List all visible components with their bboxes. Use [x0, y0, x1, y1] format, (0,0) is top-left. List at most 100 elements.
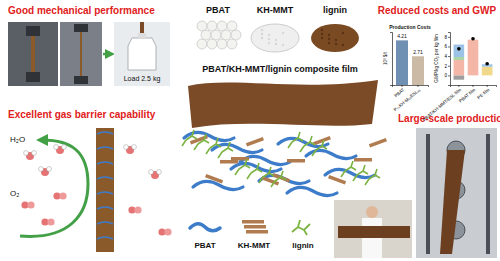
grain	[342, 44, 344, 46]
bar-segment	[454, 75, 465, 76]
h2o-hydrogen	[157, 170, 162, 175]
x-tick: P₇₀KH-M₁₅ESL₁₅	[393, 85, 422, 112]
bar-segment	[454, 45, 465, 58]
x-tick-label: PBAT film	[458, 87, 476, 104]
pellet	[217, 21, 227, 31]
pellet	[201, 30, 211, 40]
clay-plate	[246, 137, 264, 146]
materials: PBATKH-MMTligninPBAT/KH-MMT/lignin compo…	[188, 5, 378, 128]
point	[471, 37, 475, 41]
grip	[26, 72, 40, 82]
structure-legend: PBATKH-MMTlignin	[190, 220, 314, 250]
y-tick-label: 6	[444, 44, 447, 49]
x-tick-label: PBAT	[393, 87, 405, 98]
layer-texture	[97, 207, 113, 209]
y-tick-label: 0	[444, 73, 447, 78]
o2-atom	[47, 218, 54, 225]
x-tick-label: PE film	[476, 87, 490, 100]
pellet	[231, 30, 241, 40]
clay-plate	[354, 158, 372, 162]
chart-title: Production Costs	[389, 24, 431, 30]
photo	[416, 128, 497, 258]
lignin-branch	[353, 165, 368, 181]
lignin-branch	[288, 132, 303, 148]
pellet	[207, 21, 217, 31]
grain	[268, 42, 270, 44]
lignin-branch	[218, 142, 233, 158]
bar-segment	[468, 75, 479, 76]
point	[457, 47, 461, 51]
section-title: Excellent gas barrier capability	[8, 109, 156, 120]
lignin-branch	[235, 159, 250, 175]
film	[440, 150, 465, 254]
grain	[268, 34, 270, 36]
y-axis-title: GWP/kg CO₂ per kg film	[434, 34, 439, 83]
o2-atom	[134, 206, 141, 213]
pellet	[227, 39, 237, 49]
chart: 02468PBAT/KH-MMT/ESL filmPBAT filmPE fil…	[422, 33, 497, 123]
lignin-branch	[194, 134, 209, 150]
bar-segment	[454, 60, 465, 75]
section-title: Good mechanical performance	[8, 5, 155, 16]
photo	[8, 22, 58, 86]
y-axis	[390, 33, 393, 86]
clay-plate	[205, 174, 223, 183]
h2o-hydrogen	[124, 145, 129, 150]
lignin-branch	[182, 130, 197, 146]
machine-frame	[426, 134, 430, 254]
person-head	[366, 206, 378, 218]
lignin-branch	[312, 140, 327, 156]
pellet	[207, 39, 217, 49]
x-tick-label: P₇₀KH-M₁₅ESL₁₅	[393, 87, 422, 112]
o2-atom	[164, 228, 171, 235]
y-tick: 2	[444, 64, 450, 69]
y-axis-line	[390, 33, 393, 86]
specimen	[80, 32, 82, 76]
h2o-hydrogen	[132, 145, 137, 150]
layer-texture	[97, 237, 113, 239]
grain	[275, 43, 277, 45]
pellet	[197, 21, 207, 31]
molecule-label: H₂O	[10, 135, 25, 144]
grain	[328, 38, 330, 40]
o2-atom	[27, 201, 34, 208]
layer-texture	[97, 222, 113, 224]
product-label: PBAT/KH-MMT/lignin composite film	[202, 64, 357, 74]
lignin-branch	[365, 169, 380, 185]
y-tick-label: 4	[444, 54, 447, 59]
section-title: Large-scale production	[398, 113, 500, 124]
grain	[268, 38, 270, 40]
h2o-hydrogen	[149, 170, 154, 175]
data-label: 4.21	[397, 33, 407, 39]
specimen	[31, 36, 35, 72]
machine-frame	[486, 134, 490, 254]
layer-texture	[97, 162, 113, 164]
y-tick-mark	[448, 75, 450, 76]
powder	[251, 24, 299, 52]
h2o-hydrogen	[39, 167, 44, 172]
grain	[282, 32, 284, 34]
x-tick: PBAT	[393, 85, 405, 98]
grip	[74, 24, 88, 32]
film	[188, 80, 378, 128]
clay-plate	[287, 159, 305, 163]
x-axis-line	[393, 86, 429, 88]
section-title: Reduced costs and GWP	[378, 5, 497, 16]
bar	[412, 56, 424, 85]
bar-segment	[468, 40, 479, 76]
film	[338, 226, 410, 238]
grain	[261, 37, 263, 39]
lignin-branch	[300, 136, 315, 152]
mechanical-panel: Good mechanical performanceLoad 2.5 kg	[8, 5, 170, 86]
y-tick: 8	[444, 35, 450, 40]
legend-label: lignin	[292, 241, 313, 250]
grain	[261, 29, 263, 31]
material-label: lignin	[323, 5, 347, 15]
y-axis-line	[448, 33, 451, 86]
grain	[321, 29, 323, 31]
grain	[342, 32, 344, 34]
layer-texture	[97, 147, 113, 149]
background	[0, 0, 500, 261]
y-tick-label: 2	[444, 64, 447, 69]
y-axis-title: 10³ $/t	[383, 51, 388, 65]
